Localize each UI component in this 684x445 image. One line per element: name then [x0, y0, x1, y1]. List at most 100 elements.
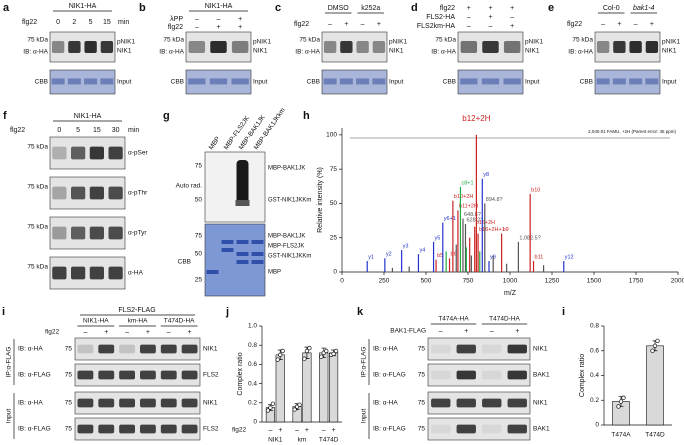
label: MBP — [268, 270, 281, 276]
band — [372, 41, 386, 53]
label: T474D-HA — [489, 316, 520, 323]
blot — [74, 363, 201, 387]
label: flg22 — [10, 127, 25, 134]
band — [160, 344, 177, 354]
cbb-band — [460, 78, 478, 85]
label: IB: α-HA — [18, 346, 43, 353]
y-tick-label: 0 — [253, 419, 257, 426]
blot — [74, 417, 201, 441]
label: Input — [253, 79, 268, 86]
y-tick-label: 75 — [330, 166, 338, 173]
peak-label: 628.2? — [466, 217, 483, 223]
band — [431, 344, 451, 354]
band — [98, 370, 115, 380]
label: CBB — [580, 79, 593, 86]
band — [503, 41, 521, 53]
y-tick-label: 0.6 — [248, 361, 257, 368]
replicate-point — [621, 395, 626, 400]
label: 75 — [65, 346, 73, 353]
label: Input — [389, 79, 404, 86]
label: 50 — [195, 251, 203, 258]
label: pNIK1 — [662, 39, 680, 46]
band — [507, 398, 527, 408]
bar — [302, 352, 312, 423]
band — [84, 41, 97, 53]
panel-letter: i — [2, 306, 5, 318]
label: – — [467, 14, 471, 21]
label: 75 — [418, 400, 426, 407]
y-tick-label: 0.8 — [590, 323, 599, 330]
cbb-band — [596, 78, 610, 85]
cbb-band — [236, 240, 249, 244]
series-label: + — [278, 427, 282, 434]
label: IP:α-FLAG — [6, 347, 13, 378]
band — [140, 370, 156, 380]
panel-letter: a — [3, 2, 10, 14]
label: pNIK1 — [117, 39, 135, 46]
label: – — [490, 328, 494, 335]
y-tick-label: 0.2 — [248, 400, 257, 407]
label: 0 — [57, 127, 61, 134]
band — [140, 424, 156, 434]
x-tick-label: T474A — [611, 432, 631, 439]
y-tick-label: 0.2 — [590, 397, 599, 404]
y-tick-label: 0.4 — [248, 380, 257, 387]
band — [456, 398, 476, 408]
replicate-point — [331, 351, 336, 356]
band — [77, 398, 94, 408]
label: IB: α-HA — [568, 49, 593, 56]
y-tick-label: 0.6 — [590, 347, 599, 354]
x-tick-label: 1250 — [545, 278, 560, 285]
label: – — [439, 328, 443, 335]
x-tick-label: km — [298, 437, 307, 444]
label: GST-NIK1JKKm — [268, 254, 311, 260]
label: IB: α-FLAG — [373, 372, 406, 379]
peak-label: y8 — [483, 172, 489, 178]
panel-letter: f — [3, 110, 7, 122]
blot — [427, 363, 531, 387]
blot — [427, 417, 531, 441]
x-tick-label: 1000 — [503, 278, 518, 285]
band — [89, 266, 104, 280]
label: – — [328, 21, 332, 28]
label: 75 — [418, 372, 426, 379]
cbb-band — [356, 78, 370, 85]
band — [482, 344, 502, 354]
label: λPP — [170, 16, 183, 23]
label: – — [195, 24, 199, 31]
label: 75 kDa — [299, 37, 320, 44]
label: – — [195, 16, 199, 23]
cbb-band — [100, 78, 114, 85]
cbb-band — [51, 78, 65, 85]
label: IB: α-HA — [431, 49, 456, 56]
series-label: – — [268, 427, 272, 434]
y-axis-label: Complex ratio — [237, 352, 244, 395]
label: 25 — [195, 277, 203, 284]
label: – — [167, 329, 171, 336]
label: CBB — [307, 79, 320, 86]
cbb-band — [84, 78, 98, 85]
cbb-band — [236, 252, 249, 256]
label: NIK1 — [533, 400, 548, 407]
label: T474D-HA — [164, 318, 195, 325]
label: + — [650, 21, 654, 28]
band — [456, 344, 476, 354]
label: FLS2-FLAG — [118, 307, 155, 314]
label: pNIK1 — [525, 39, 543, 46]
label: BAK1-FLAG — [390, 328, 426, 335]
cbb-band — [323, 78, 337, 85]
band — [160, 398, 177, 408]
cbb-band — [209, 78, 228, 85]
replicate-point — [292, 407, 297, 412]
label: Input — [117, 79, 132, 86]
bar — [646, 345, 664, 426]
label: NIK1 — [253, 48, 268, 55]
x-tick-label: 750 — [463, 278, 474, 285]
label: IB: α-FLAG — [18, 372, 51, 379]
label: 75 kDa — [27, 264, 48, 271]
y-tick-label: 0.8 — [248, 342, 257, 349]
band — [596, 41, 610, 53]
band — [52, 266, 67, 280]
label: + — [377, 21, 381, 28]
